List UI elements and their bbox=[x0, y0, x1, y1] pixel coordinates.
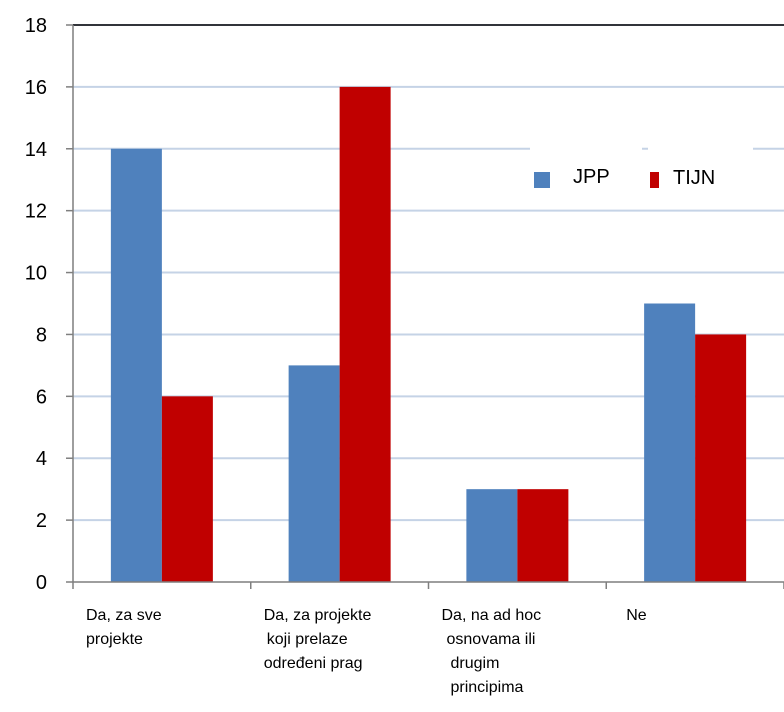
x-category-label: koji prelaze bbox=[267, 631, 348, 648]
bar-jpp-3 bbox=[644, 303, 696, 582]
legend-label-tijn: TIJN bbox=[673, 167, 715, 189]
bar-tijn-2 bbox=[517, 489, 569, 582]
bar-tijn-0 bbox=[161, 396, 213, 582]
x-category-label: Da, na ad hoc bbox=[442, 607, 542, 624]
legend-background bbox=[648, 137, 753, 192]
y-tick-label: 12 bbox=[25, 201, 47, 223]
y-tick-label: 10 bbox=[25, 263, 47, 285]
bars bbox=[110, 86, 747, 582]
bar-jpp-2 bbox=[466, 489, 518, 582]
y-tick-label: 16 bbox=[25, 77, 47, 99]
x-category-label: Da, za projekte bbox=[264, 607, 372, 624]
x-category-label: određeni prag bbox=[264, 655, 363, 672]
bar-tijn-1 bbox=[339, 86, 391, 582]
x-category-label: osnovama ili bbox=[447, 631, 536, 648]
x-category-label: Ne bbox=[626, 607, 647, 624]
y-tick-label: 4 bbox=[36, 448, 47, 470]
axes bbox=[66, 24, 784, 589]
x-category-label: projekte bbox=[86, 631, 143, 648]
x-category-label: Da, za sve bbox=[86, 607, 162, 624]
bar-tijn-3 bbox=[695, 334, 747, 582]
x-category-label: principima bbox=[451, 679, 524, 696]
y-tick-label: 14 bbox=[25, 139, 47, 161]
y-tick-label: 8 bbox=[36, 324, 47, 346]
y-tick-label: 6 bbox=[36, 386, 47, 408]
x-category-labels: Da, za sve projekte Da, za projekte koji pr… bbox=[86, 607, 647, 696]
legend-label-jpp: JPP bbox=[573, 166, 610, 188]
x-category-label: drugim bbox=[451, 655, 500, 672]
bar-jpp-0 bbox=[110, 148, 162, 582]
y-tick-label: 2 bbox=[36, 510, 47, 532]
legend-swatch-jpp bbox=[534, 172, 550, 188]
y-tick-labels: 0 2 4 6 8 10 12 14 16 18 bbox=[25, 15, 47, 594]
bar-jpp-1 bbox=[288, 365, 340, 582]
y-tick-label: 18 bbox=[25, 15, 47, 37]
y-tick-label: 0 bbox=[36, 572, 47, 594]
legend-swatch-tijn bbox=[650, 172, 659, 188]
legend: JPP TIJN bbox=[530, 137, 753, 192]
